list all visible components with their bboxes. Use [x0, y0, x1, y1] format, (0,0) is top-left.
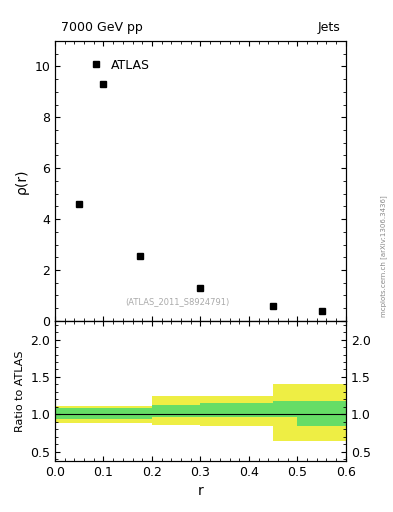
Y-axis label: Ratio to ATLAS: Ratio to ATLAS: [15, 350, 25, 432]
Text: mcplots.cern.ch [arXiv:1306.3436]: mcplots.cern.ch [arXiv:1306.3436]: [380, 195, 387, 317]
ATLAS: [101, 81, 106, 87]
ATLAS: [198, 285, 203, 291]
ATLAS: [77, 201, 82, 207]
Legend: ATLAS: ATLAS: [84, 53, 156, 78]
ATLAS: [138, 253, 142, 259]
Text: Jets: Jets: [317, 21, 340, 34]
Y-axis label: ρ(r): ρ(r): [15, 168, 29, 194]
ATLAS: [319, 308, 324, 314]
X-axis label: r: r: [198, 484, 203, 498]
Line: ATLAS: ATLAS: [77, 81, 324, 314]
Text: (ATLAS_2011_S8924791): (ATLAS_2011_S8924791): [125, 297, 229, 306]
Text: 7000 GeV pp: 7000 GeV pp: [61, 21, 143, 34]
ATLAS: [271, 303, 275, 309]
